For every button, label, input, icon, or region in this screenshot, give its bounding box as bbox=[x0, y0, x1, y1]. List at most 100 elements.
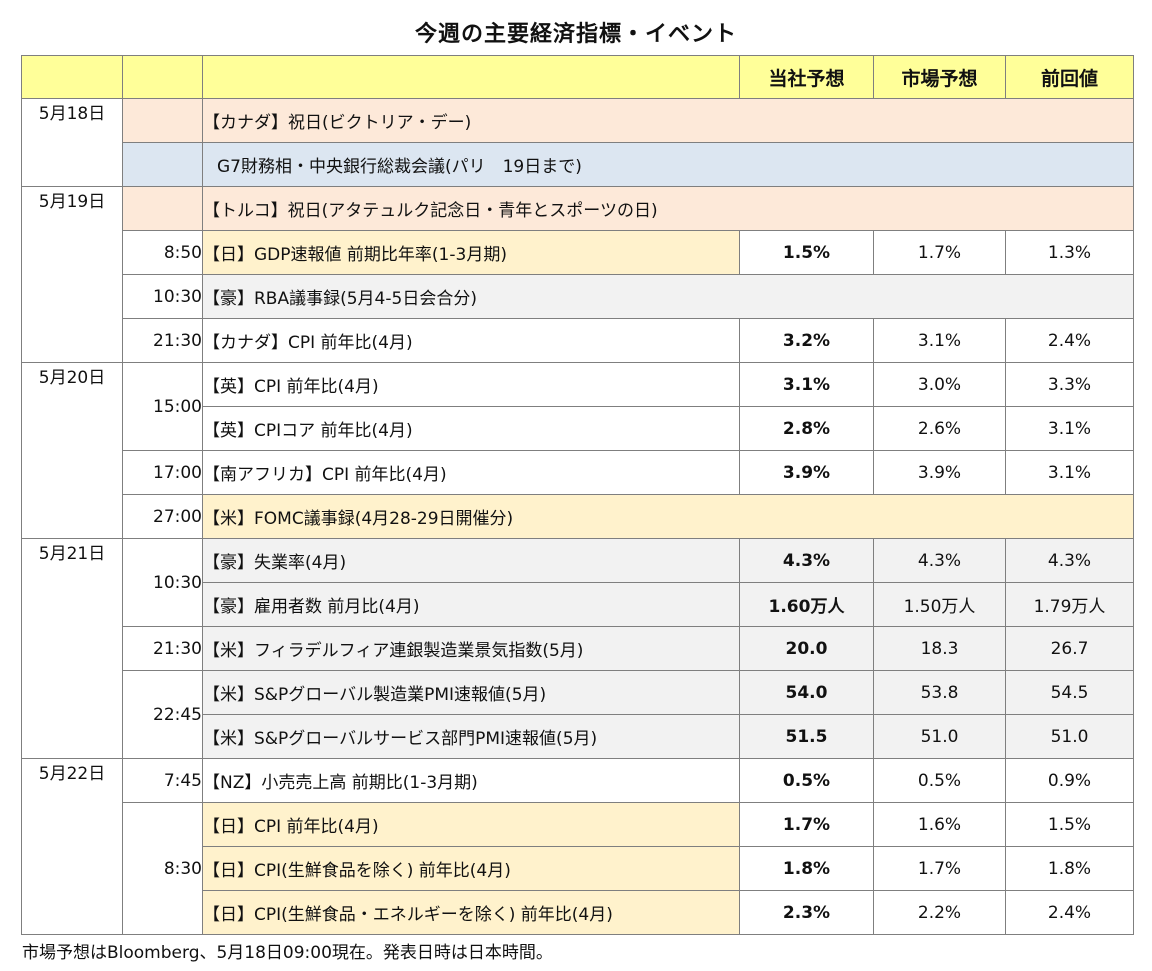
page-title: 今週の主要経済指標・イベント bbox=[414, 22, 737, 47]
header-forecast-market: 市場予想 bbox=[873, 55, 1006, 99]
table-row: 【日】CPI(生鮮食品を除く) 前年比(4月) 1.8% 1.7% 1.8% bbox=[22, 846, 1134, 891]
forecast-market-value: 3.1% bbox=[873, 318, 1006, 363]
event-label: 【NZ】小売売上高 前期比(1-3月期) bbox=[202, 758, 740, 803]
event-label: 【英】CPI 前年比(4月) bbox=[202, 362, 740, 407]
forecast-market-value: 3.9% bbox=[873, 450, 1006, 495]
previous-value: 1.79万人 bbox=[1005, 582, 1134, 627]
forecast-market-value: 53.8 bbox=[873, 670, 1006, 715]
event-label: 【日】CPI(生鮮食品・エネルギーを除く) 前年比(4月) bbox=[202, 890, 740, 935]
table-row: 5月22日 7:45 【NZ】小売売上高 前期比(1-3月期) 0.5% 0.5% 0.9… bbox=[21, 758, 1134, 935]
forecast-market-value: 1.50万人 bbox=[873, 582, 1006, 627]
event-label: 【豪】RBA議事録(5月4-5日会合分) bbox=[202, 274, 1134, 319]
forecast-market-value: 0.5% bbox=[873, 758, 1006, 803]
previous-value: 1.8% bbox=[1005, 846, 1134, 891]
table-row: 5月20日 15:00 【英】CPI 前年比(4月) 3.1% 3.0% 3.3% bbox=[21, 362, 1134, 539]
table-row: 17:00 【南アフリカ】CPI 前年比(4月) 3.9% 3.9% 3.1% bbox=[22, 450, 1134, 495]
forecast-market-value: 1.6% bbox=[873, 802, 1006, 847]
previous-value: 51.0 bbox=[1005, 714, 1134, 759]
previous-value: 3.1% bbox=[1005, 450, 1134, 495]
time-cell: 7:45 bbox=[122, 758, 203, 803]
forecast-ours-value: 4.3% bbox=[739, 538, 874, 583]
forecast-ours-value: 3.1% bbox=[739, 362, 874, 407]
header-forecast-ours: 当社予想 bbox=[739, 55, 874, 99]
table-row: 21:30 【米】フィラデルフィア連銀製造業景気指数(5月) 20.0 18.3 26.… bbox=[22, 626, 1134, 671]
forecast-ours-value: 20.0 bbox=[739, 626, 874, 671]
time-cell: 21:30 bbox=[122, 626, 203, 671]
time-cell: 10:30 bbox=[122, 538, 203, 627]
event-label: 【日】CPI(生鮮食品を除く) 前年比(4月) bbox=[202, 846, 740, 891]
time-cell bbox=[122, 142, 203, 187]
time-cell: 27:00 bbox=[122, 494, 203, 539]
forecast-ours-value: 2.8% bbox=[739, 406, 874, 451]
table-row: 22:45 【米】S&Pグローバル製造業PMI速報値(5月) 54.0 53.8 54.… bbox=[22, 670, 1134, 759]
table-header-row: 当社予想 市場予想 前回値 bbox=[21, 55, 1134, 99]
event-label: 【米】S&Pグローバルサービス部門PMI速報値(5月) bbox=[202, 714, 740, 759]
previous-value: 1.5% bbox=[1005, 802, 1134, 847]
forecast-market-value: 18.3 bbox=[873, 626, 1006, 671]
forecast-market-value: 3.0% bbox=[873, 362, 1006, 407]
header-item-cell bbox=[202, 55, 740, 99]
table-row: 5月18日 【カナダ】祝日(ビクトリア・デー) bbox=[21, 98, 1134, 187]
forecast-ours-value: 1.7% bbox=[739, 802, 874, 847]
table-row: 8:50 【日】GDP速報値 前期比年率(1-3月期) 1.5% 1.7% 1.3% bbox=[22, 230, 1134, 275]
previous-value: 3.3% bbox=[1005, 362, 1134, 407]
time-cell: 21:30 bbox=[122, 318, 203, 363]
previous-value: 1.3% bbox=[1005, 230, 1134, 275]
table-row: 【豪】雇用者数 前月比(4月) 1.60万人 1.50万人 1.79万人 bbox=[22, 582, 1134, 627]
event-label: 【カナダ】CPI 前年比(4月) bbox=[202, 318, 740, 363]
forecast-ours-value: 3.9% bbox=[739, 450, 874, 495]
forecast-ours-value: 3.2% bbox=[739, 318, 874, 363]
previous-value: 3.1% bbox=[1005, 406, 1134, 451]
footnote: 市場予想はBloomberg、5月18日09:00現在。発表日時は日本時間。 bbox=[22, 943, 553, 963]
table-row: 5月21日 10:30 【豪】失業率(4月) 4.3% 4.3% 4.3% bbox=[21, 538, 1134, 759]
table-row: 5月19日 【トルコ】祝日(アタテュルク記念日・青年とスポーツの日) bbox=[21, 186, 1134, 363]
previous-value: 2.4% bbox=[1005, 318, 1134, 363]
header-time-cell bbox=[122, 55, 203, 99]
event-label: 【トルコ】祝日(アタテュルク記念日・青年とスポーツの日) bbox=[202, 186, 1134, 231]
table-row: G7財務相・中央銀行総裁会議(パリ 19日まで) bbox=[22, 142, 1134, 187]
event-label: 【カナダ】祝日(ビクトリア・デー) bbox=[202, 98, 1134, 143]
forecast-ours-value: 51.5 bbox=[739, 714, 874, 759]
date-cell: 5月20日 bbox=[21, 362, 123, 539]
table-row: 10:30 【豪】RBA議事録(5月4-5日会合分) bbox=[22, 274, 1134, 319]
time-cell: 17:00 bbox=[122, 450, 203, 495]
table-row: 【日】CPI(生鮮食品・エネルギーを除く) 前年比(4月) 2.3% 2.2% 2.4… bbox=[22, 890, 1134, 935]
previous-value: 26.7 bbox=[1005, 626, 1134, 671]
time-cell bbox=[122, 98, 203, 143]
event-label: 【米】S&Pグローバル製造業PMI速報値(5月) bbox=[202, 670, 740, 715]
forecast-market-value: 51.0 bbox=[873, 714, 1006, 759]
table-row: 27:00 【米】FOMC議事録(4月28-29日開催分) bbox=[22, 494, 1134, 539]
table-row: 8:30 【日】CPI 前年比(4月) 1.7% 1.6% 1.5% bbox=[22, 802, 1134, 935]
event-label: 【米】FOMC議事録(4月28-29日開催分) bbox=[202, 494, 1134, 539]
event-label: 【豪】失業率(4月) bbox=[202, 538, 740, 583]
forecast-market-value: 4.3% bbox=[873, 538, 1006, 583]
previous-value: 2.4% bbox=[1005, 890, 1134, 935]
header-previous: 前回値 bbox=[1005, 55, 1134, 99]
time-cell: 8:50 bbox=[122, 230, 203, 275]
time-cell: 22:45 bbox=[122, 670, 203, 759]
event-label: 【日】CPI 前年比(4月) bbox=[202, 802, 740, 847]
forecast-ours-value: 54.0 bbox=[739, 670, 874, 715]
forecast-market-value: 2.6% bbox=[873, 406, 1006, 451]
date-cell: 5月18日 bbox=[21, 98, 123, 187]
event-label: 【英】CPIコア 前年比(4月) bbox=[202, 406, 740, 451]
forecast-ours-value: 2.3% bbox=[739, 890, 874, 935]
forecast-market-value: 2.2% bbox=[873, 890, 1006, 935]
event-label: G7財務相・中央銀行総裁会議(パリ 19日まで) bbox=[202, 142, 1134, 187]
forecast-ours-value: 1.5% bbox=[739, 230, 874, 275]
date-cell: 5月22日 bbox=[21, 758, 123, 935]
table-row: 21:30 【カナダ】CPI 前年比(4月) 3.2% 3.1% 2.4% bbox=[22, 318, 1134, 363]
forecast-market-value: 1.7% bbox=[873, 846, 1006, 891]
date-cell: 5月19日 bbox=[21, 186, 123, 363]
previous-value: 54.5 bbox=[1005, 670, 1134, 715]
indicator-table: 当社予想 市場予想 前回値 5月18日 【カナダ】祝日(ビクトリア・デー) G7財務… bbox=[21, 55, 1134, 935]
forecast-ours-value: 0.5% bbox=[739, 758, 874, 803]
table-row: 【英】CPIコア 前年比(4月) 2.8% 2.6% 3.1% bbox=[22, 406, 1134, 451]
header-date-cell bbox=[21, 55, 123, 99]
forecast-market-value: 1.7% bbox=[873, 230, 1006, 275]
date-cell: 5月21日 bbox=[21, 538, 123, 759]
event-label: 【南アフリカ】CPI 前年比(4月) bbox=[202, 450, 740, 495]
time-cell: 15:00 bbox=[122, 362, 203, 451]
table-row: 【米】S&Pグローバルサービス部門PMI速報値(5月) 51.5 51.0 51.0 bbox=[22, 714, 1134, 759]
previous-value: 0.9% bbox=[1005, 758, 1134, 803]
